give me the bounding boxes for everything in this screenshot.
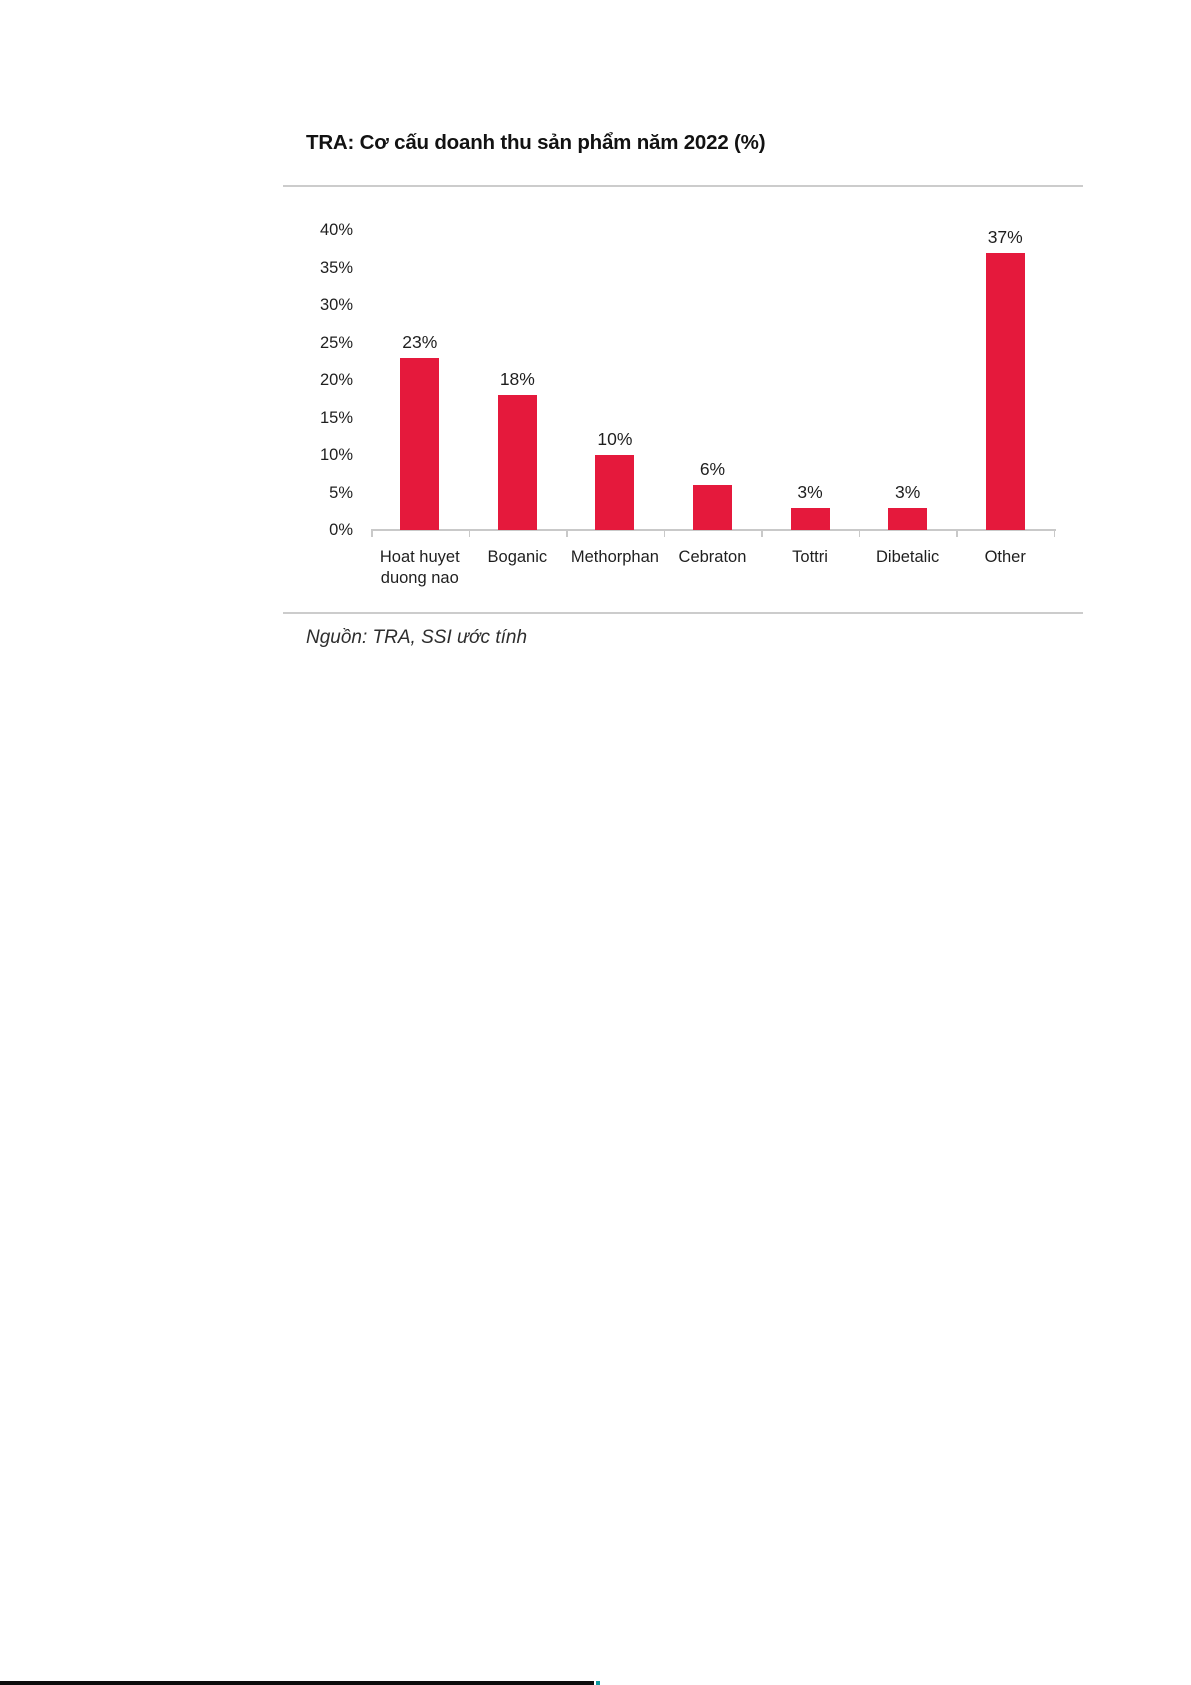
category-label: Boganic <box>487 548 548 566</box>
x-axis-tick <box>1053 530 1056 537</box>
y-axis-label: 30% <box>319 296 353 314</box>
y-axis-label: 40% <box>319 221 353 239</box>
bar <box>985 252 1025 530</box>
y-axis-label: 15% <box>319 408 353 427</box>
y-axis-label: 25% <box>319 333 353 352</box>
bar <box>595 455 635 530</box>
chart-title: TRA: Cơ cấu doanh thu sản phẩm năm 2022 … <box>306 131 766 154</box>
bar <box>400 357 440 530</box>
bar-value-label: 37% <box>987 226 1023 247</box>
y-axis-label: 20% <box>319 371 353 389</box>
category-label: Dibetalic <box>875 548 940 566</box>
bar <box>497 395 537 530</box>
x-axis-tick <box>371 530 373 537</box>
bar <box>790 507 830 530</box>
category-label: Cebraton <box>678 548 747 566</box>
bar-value-label: 10% <box>597 429 633 449</box>
category-label: Hoat huyet duong nao <box>379 548 460 587</box>
bar-value-label: 6% <box>699 459 726 479</box>
footer-rule <box>0 1681 594 1685</box>
source-note: Nguồn: TRA, SSI ước tính <box>306 627 528 648</box>
bar <box>692 485 732 530</box>
bar-value-label: 3% <box>797 481 823 502</box>
category-label: Tottri <box>792 548 828 566</box>
chart-panel-top-border <box>283 185 1083 187</box>
x-axis-line <box>371 529 1056 531</box>
y-axis-label: 0% <box>329 521 353 539</box>
bar-value-label: 23% <box>402 331 438 352</box>
bar-value-label: 3% <box>894 481 921 502</box>
footer-accent-mark <box>596 1681 600 1685</box>
x-axis-tick <box>956 530 958 537</box>
y-axis-label: 35% <box>319 258 353 277</box>
category-label: Methorphan <box>570 548 659 566</box>
x-axis-tick <box>761 530 763 537</box>
y-axis-label: 5% <box>329 483 353 502</box>
x-axis-tick <box>858 530 861 537</box>
x-axis-tick <box>566 530 568 537</box>
bar <box>888 507 928 530</box>
x-axis-tick <box>663 530 666 537</box>
chart-panel-bottom-border <box>283 612 1083 614</box>
bar-value-label: 18% <box>499 369 535 389</box>
x-axis-tick <box>468 530 471 537</box>
category-label: Other <box>984 548 1026 566</box>
y-axis-label: 10% <box>319 446 353 464</box>
